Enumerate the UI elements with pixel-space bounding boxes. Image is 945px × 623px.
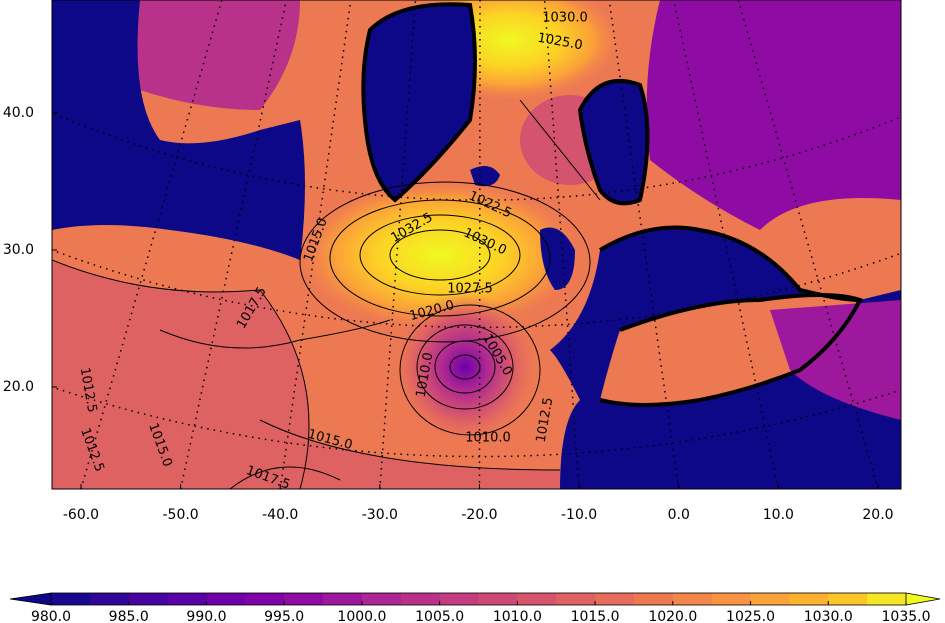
contour-line [399,304,541,436]
land [52,0,305,260]
colorbar-segment [51,593,91,605]
colorbar-tick-label: 1005.0 [415,609,464,623]
colorbar-under [9,592,52,606]
colorbar-segment [789,593,829,605]
colorbar-tick-label: 1000.0 [337,609,386,623]
y-tick-label: 40.0 [3,105,34,121]
high-pressure [300,180,580,330]
meridian [80,0,223,489]
colorbar-segment [361,593,402,605]
colorbar-segment [750,593,790,605]
colorbar-segment [400,593,441,605]
colorbar-tick-label: 1020.0 [648,609,697,623]
contour-line [519,99,601,201]
colorbar-segment [167,593,207,605]
contour-line [299,181,591,343]
land [540,227,575,290]
colorbar-segment [517,593,557,605]
contour-line [229,466,341,489]
colorbar-segment [245,593,285,605]
colorbar-segment [89,593,130,605]
y-tick-label: 30.0 [3,242,34,258]
colorbar-segment [867,593,907,605]
colorbar-segment [556,593,596,605]
contour-line [359,214,521,296]
colorbar-tick-label: 1035.0 [882,609,931,623]
colorbar-segment [284,593,324,605]
map-frame [51,0,902,490]
field-region [52,260,309,489]
land [363,4,475,201]
x-tick-label: 20.0 [862,507,893,523]
contour-label: 1030.0 [542,11,588,26]
contour-line [416,324,514,410]
contour-label: 1027.5 [447,282,493,297]
low-pressure [395,292,535,442]
contour-line [52,259,310,489]
axes: -60.0 -50.0 -40.0 -30.0 -20.0 -10.0 0.0 10.0 20.… [3,105,894,523]
field-region [260,420,560,489]
colorbar-segment [672,593,713,605]
x-tick-label: -40.0 [262,507,298,523]
colorbar-segment [478,593,518,605]
colorbar-tick-label: 980.0 [31,609,71,623]
colorbar-frame [50,592,907,606]
field-region [646,0,901,230]
contour-line [449,354,481,380]
contour-line [259,419,561,471]
contour-line [434,340,496,394]
coastlines [361,2,863,407]
x-tick-label: -20.0 [461,507,497,523]
x-tick-label: 0.0 [668,507,690,523]
x-tick-label: -10.0 [561,507,597,523]
field-region [108,0,300,110]
colorbar-segment [711,593,752,605]
colorbar-tick-label: 1010.0 [493,609,542,623]
colorbar: 980.0 985.0 990.0 995.0 1000.0 1005.0 1010.0 10… [9,592,941,623]
colorbar-segment [439,593,479,605]
colorbar-tick-label: 1025.0 [726,609,775,623]
colorbar-segment [633,593,674,605]
meridian [737,0,879,489]
contour-line [389,229,491,281]
colorbar-tick-label: 990.0 [186,609,226,623]
x-tick-label: 10.0 [763,507,794,523]
x-tick-label: -30.0 [362,507,398,523]
field-region [770,300,901,420]
land [470,166,500,187]
colorbar-segment [828,593,868,605]
colorbar-tick-label: 1030.0 [804,609,853,623]
colorbar-tick-label: 1015.0 [571,609,620,623]
land [580,80,648,204]
colorbar-tick-label: 985.0 [109,609,149,623]
colorbar-over [905,592,941,606]
y-tick-label: 20.0 [3,379,34,395]
contour-line [159,319,391,349]
x-tick-label: -50.0 [162,507,198,523]
x-tick-label: -60.0 [63,507,99,523]
graticule [52,0,901,489]
colorbar-segment [128,593,169,605]
colorbar-tick-label: 995.0 [264,609,304,623]
contour-label: 1010.0 [465,431,511,446]
colorbar-segment [323,593,363,605]
colorbar-segment [595,593,635,605]
colorbar-segment [206,593,246,605]
